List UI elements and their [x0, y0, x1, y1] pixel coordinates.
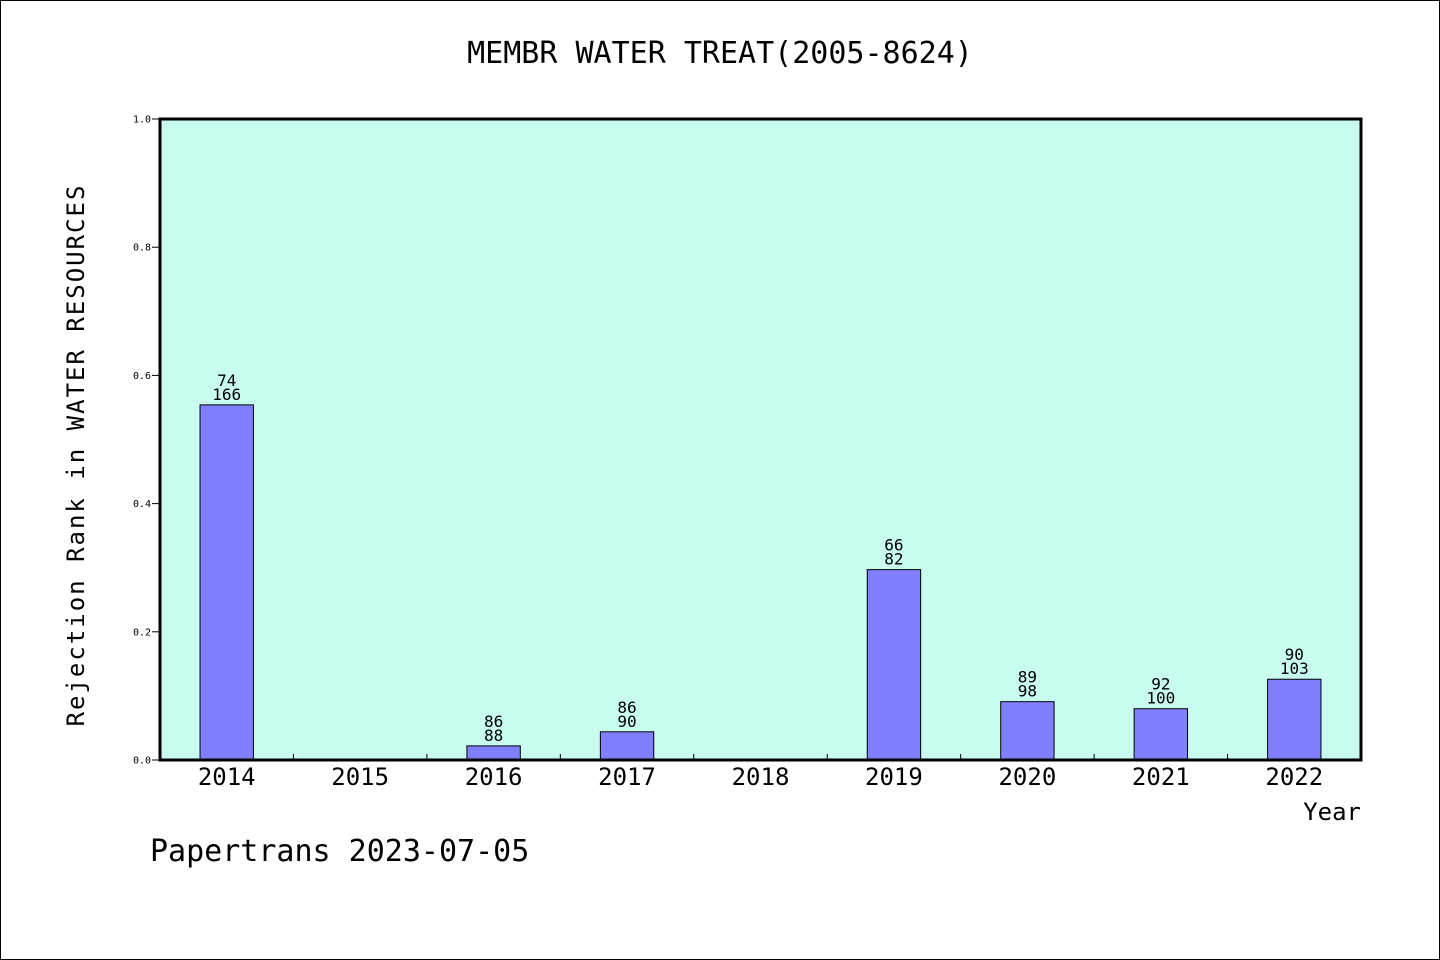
plot-border: [158, 117, 1363, 762]
y-tick-label: 0.6: [133, 371, 151, 382]
bar-label-top: 86: [617, 698, 636, 717]
bar-2019: [866, 569, 922, 761]
x-tick-label: 2018: [732, 763, 790, 791]
y-axis-ticks: 0.0 0.2 0.4 0.6 0.8 1.0: [133, 115, 160, 767]
x-axis-label: Year: [1303, 798, 1361, 826]
bar-label-top: 86: [484, 712, 503, 731]
bar-2014: [199, 404, 254, 761]
x-tick-label: 2019: [865, 763, 923, 791]
bars: [199, 404, 1322, 761]
bar-2016: [466, 745, 521, 761]
x-tick-label: 2020: [998, 763, 1056, 791]
bar-label-bottom: 88: [484, 726, 503, 745]
bar-label-bottom: 100: [1146, 689, 1175, 708]
bar-label-top: 90: [1285, 645, 1304, 664]
bar-label-top: 92: [1151, 675, 1170, 694]
x-tick-label: 2017: [598, 763, 656, 791]
footer-text: Papertrans 2023-07-05: [150, 834, 530, 869]
y-tick-label: 0.4: [133, 499, 151, 510]
bar-label-bottom: 82: [884, 550, 903, 569]
bar-label-bottom: 90: [617, 712, 636, 731]
bar-label-top: 66: [884, 536, 903, 555]
bar-2017: [599, 731, 655, 761]
plot-area: [160, 119, 1361, 760]
bar-label-bottom: 103: [1280, 659, 1309, 678]
chart-title: MEMBR WATER TREAT(2005-8624): [467, 36, 973, 71]
x-tick-label: 2022: [1265, 763, 1323, 791]
bar-label-bottom: 98: [1018, 682, 1037, 701]
bar-2020: [1000, 701, 1055, 761]
x-axis-ticks: 2014 2015 2016 2017 2018 2019 2020 2021 2022: [198, 754, 1323, 791]
x-tick-label: 2016: [465, 763, 523, 791]
x-tick-label: 2021: [1132, 763, 1190, 791]
y-tick-label: 0.8: [133, 243, 151, 254]
bar-label-top: 74: [217, 371, 236, 390]
x-tick-label: 2014: [198, 763, 256, 791]
bar-2022: [1267, 678, 1322, 761]
y-tick-label: 1.0: [133, 115, 151, 126]
y-tick-label: 0.2: [133, 627, 151, 638]
x-tick-label: 2015: [331, 763, 389, 791]
bar-2021: [1133, 708, 1189, 761]
y-tick-label: 0.0: [133, 756, 151, 767]
bar-label-top: 89: [1018, 668, 1037, 687]
bar-label-bottom: 166: [212, 385, 241, 404]
